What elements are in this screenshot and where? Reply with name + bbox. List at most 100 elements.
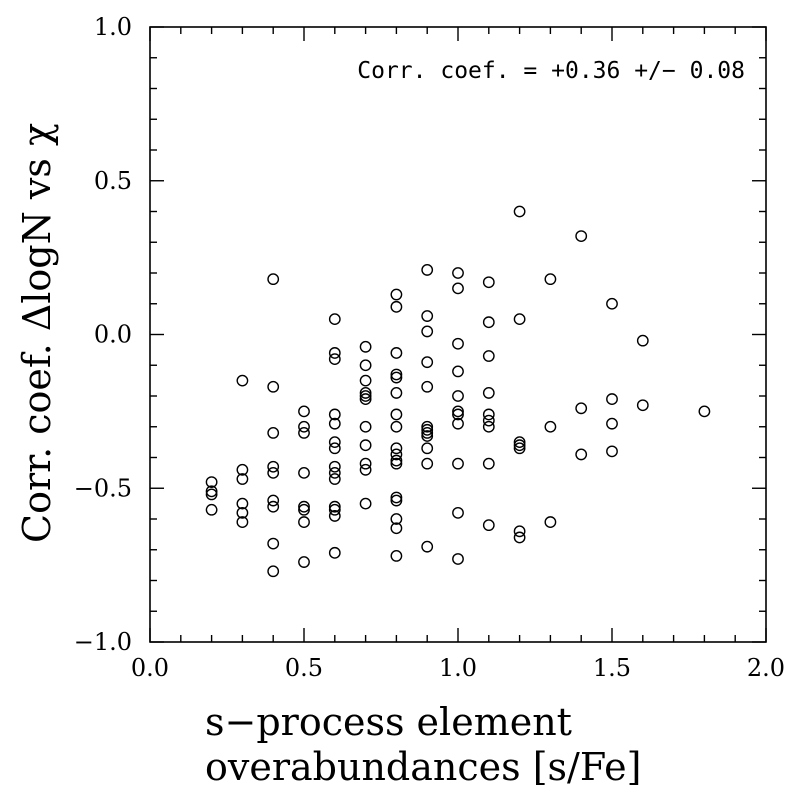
data-point [267,494,280,507]
x-tick-label: 0.5 [285,654,323,682]
data-point [452,282,464,295]
data-point [328,313,341,326]
data-point [390,550,403,562]
data-point [421,325,434,338]
y-tick-label: −0.5 [74,474,132,502]
data-point [298,426,310,439]
data-point [328,546,341,559]
data-point [482,408,495,421]
data-point [328,510,341,522]
data-point [236,516,249,528]
data-point [421,430,434,442]
data-point [452,267,464,279]
data-point [390,387,403,399]
data-point [482,519,495,532]
data-point [390,442,403,455]
data-point [513,531,526,544]
y-tick-label: −1.0 [74,628,132,656]
x-tick-label: 0.0 [131,654,169,682]
data-point [328,503,341,516]
data-point [636,334,649,347]
data-point [298,405,310,418]
data-point [359,393,372,405]
data-point [298,420,310,433]
correlation-annotation: Corr. coef. = +0.36 +/− 0.08 [357,58,745,84]
data-point [328,473,341,485]
data-point [390,454,403,467]
data-point [606,417,618,430]
data-point [328,417,341,430]
data-point [267,380,280,393]
data-point [267,426,280,439]
data-point [359,463,372,476]
data-point [452,506,464,519]
data-point [298,556,310,568]
data-point [421,356,434,369]
data-point [267,537,280,550]
data-point [267,565,280,578]
data-point [328,460,341,473]
data-point [452,408,464,421]
data-point [390,420,403,433]
x-tick-label: 2.0 [747,654,785,682]
data-point [421,380,434,393]
y-tick-label: 0.5 [94,167,132,195]
data-point [606,297,618,310]
data-point [298,516,310,528]
data-point [359,387,372,399]
data-point [544,516,557,528]
plot-frame [149,26,767,643]
data-point [359,359,372,372]
data-point [421,426,434,439]
data-point [452,390,464,402]
data-point [421,442,434,455]
data-point [421,457,434,470]
data-point [421,310,434,322]
data-point [359,439,372,452]
data-point [482,350,495,362]
data-point [236,463,249,476]
data-point [636,399,649,412]
data-point [482,457,495,470]
data-point [390,448,403,461]
data-point [328,436,341,449]
x-tick-labels: 0.0 0.5 1.0 1.5 2.0 [131,654,785,682]
data-point [359,457,372,470]
data-point [421,540,434,553]
data-point [390,347,403,359]
data-point [452,417,464,430]
data-points [205,205,711,578]
data-point [606,445,618,458]
y-tick-label: 1.0 [94,13,132,41]
data-point [328,353,341,365]
data-point [390,288,403,301]
data-point [359,390,372,402]
data-point [359,374,372,387]
data-point [482,276,495,289]
data-point [513,205,526,218]
x-axis-title-line-2: overabundances [s/Fe] [205,745,641,789]
data-point [236,374,249,387]
data-point [575,230,588,243]
data-point [390,494,403,507]
data-point [267,500,280,513]
data-point [328,466,341,479]
data-point [452,553,464,565]
data-point [359,497,372,510]
data-point [298,466,310,479]
data-point [544,420,557,433]
data-point [205,503,218,516]
data-point [606,393,618,405]
data-point [236,497,249,510]
data-point [390,371,403,384]
data-point [452,365,464,378]
data-point [236,506,249,519]
data-point [482,316,495,329]
data-point [359,340,372,353]
data-point [482,414,495,427]
data-point [513,525,526,538]
x-axis-title-line-1: s−process element [205,700,572,744]
axis-ticks [149,26,767,643]
data-point [236,473,249,485]
